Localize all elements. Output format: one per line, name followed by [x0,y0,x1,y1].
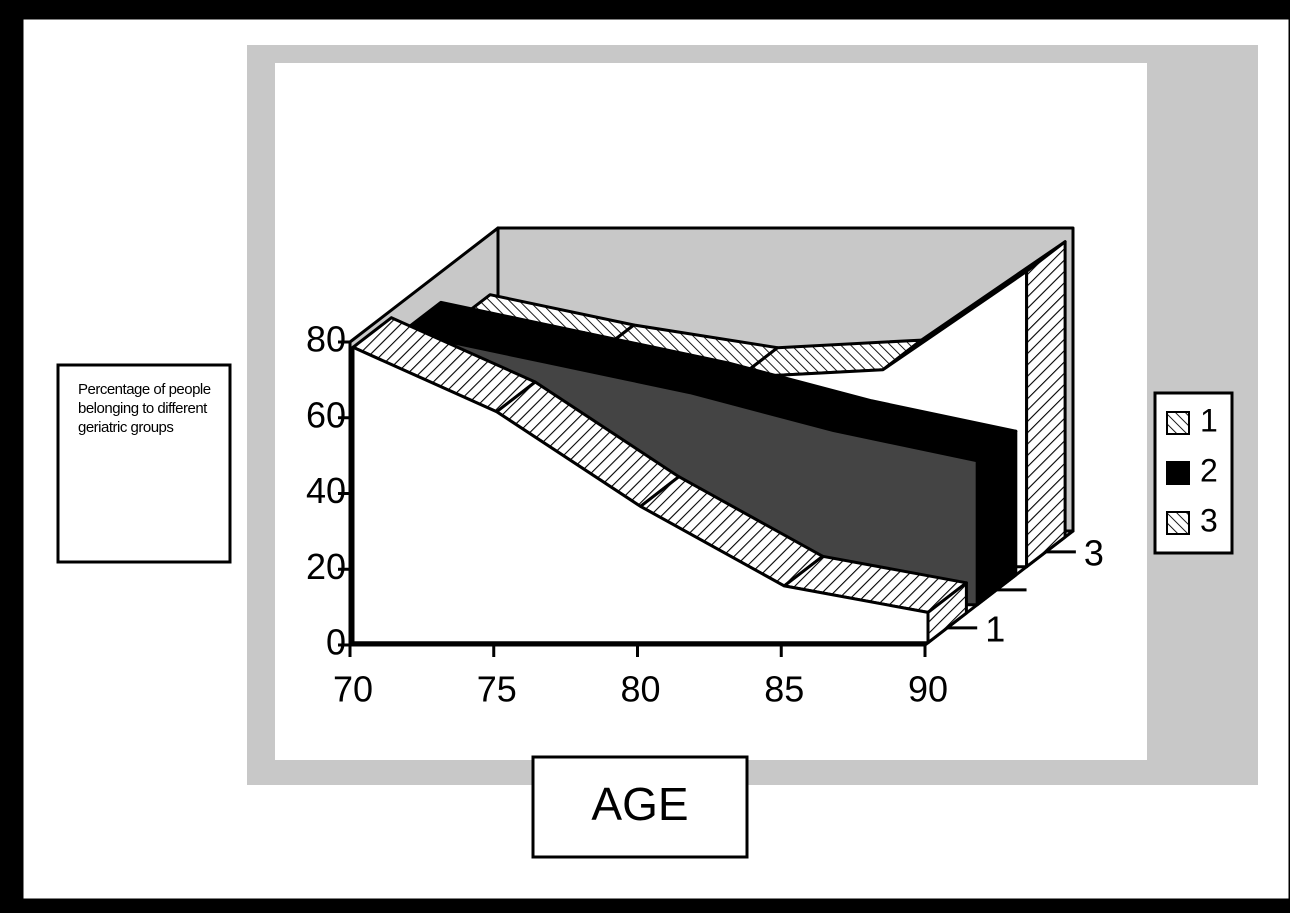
x-tick-label: 85 [764,669,804,710]
y-tick-label: 80 [306,319,346,360]
x-tick-label: 80 [620,669,660,710]
legend-swatch [1166,461,1190,485]
legend-swatch [1166,411,1190,435]
y-tick-label: 0 [326,622,346,663]
area-end [1025,240,1067,569]
depth-label: 1 [985,608,1005,649]
x-tick-label: 75 [477,669,517,710]
area-end [926,581,968,645]
legend-label: 3 [1200,502,1218,538]
area-end [975,429,1018,607]
y-label-wrap: Percentage of people belonging to differ… [78,381,211,436]
y-tick-label: 40 [306,470,346,511]
depth-label: 3 [1084,532,1104,573]
x-label-box [531,755,749,859]
legend-label: 2 [1200,452,1218,488]
x-tick-label: 70 [333,669,373,710]
x-label: AGE [591,778,688,830]
y-tick-label: 20 [306,546,346,587]
legend-swatch [1166,511,1190,535]
chart-body: 1 3 0 20 40 60 80 70 75 80 85 90 [306,226,1104,710]
y-tick-label: 60 [306,394,346,435]
y-label: Percentage of people belonging to differ… [78,381,211,436]
legend-label: 1 [1200,402,1218,438]
y-label-box [56,363,232,564]
x-tick-label: 90 [908,669,948,710]
